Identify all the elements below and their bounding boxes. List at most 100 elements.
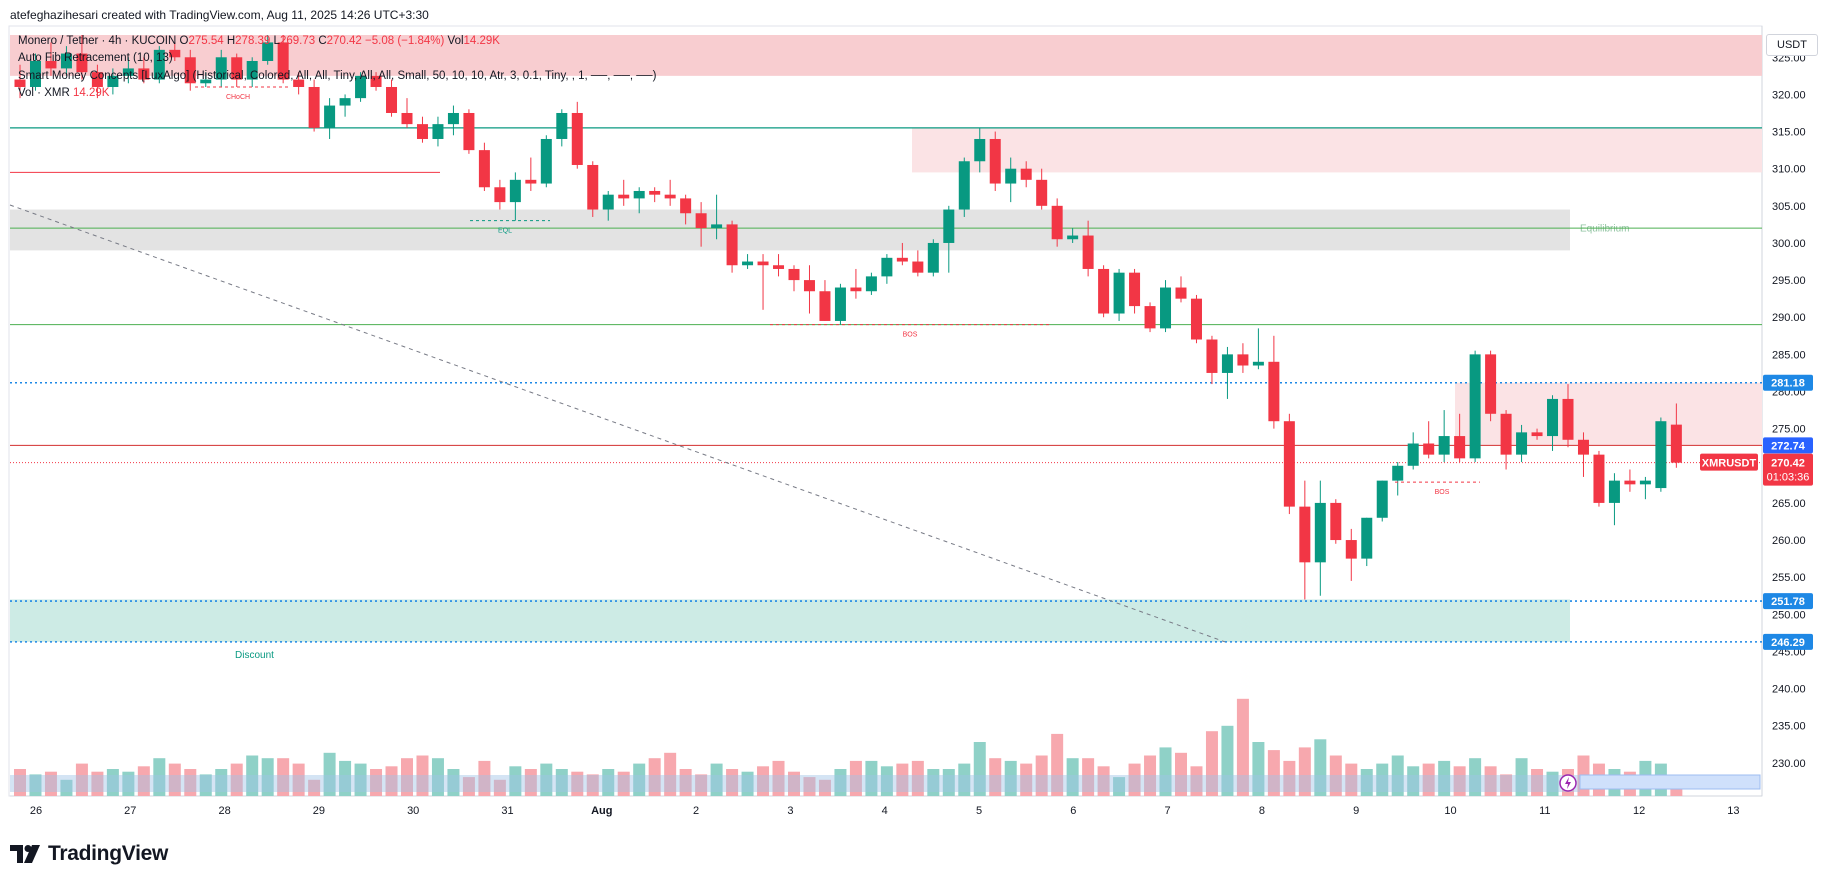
candle[interactable] [695, 202, 707, 247]
legend-indicator-volume-label[interactable]: Vol · XMR [18, 87, 70, 99]
legend-indicator-smc[interactable]: Smart Money Concepts [LuxAlgo] (Historic… [18, 70, 656, 82]
candle[interactable] [1407, 432, 1419, 470]
candle[interactable] [1283, 413, 1295, 515]
candle[interactable] [788, 265, 800, 292]
candle[interactable] [726, 220, 738, 273]
candle[interactable] [757, 254, 769, 310]
candle[interactable] [1438, 410, 1450, 463]
candle[interactable] [742, 254, 754, 269]
candle[interactable] [432, 116, 444, 147]
candle[interactable] [571, 101, 583, 169]
candle[interactable] [803, 265, 815, 314]
candle[interactable] [881, 254, 893, 284]
candle[interactable] [1206, 335, 1218, 385]
candle[interactable] [1345, 528, 1357, 581]
candle[interactable] [680, 194, 692, 225]
candle[interactable] [401, 98, 413, 128]
candle[interactable] [138, 57, 150, 84]
candle[interactable] [602, 190, 614, 221]
candle[interactable] [76, 35, 88, 80]
candlesticks[interactable] [14, 35, 1682, 600]
candle[interactable] [370, 72, 382, 91]
candle[interactable] [1562, 384, 1574, 448]
candle[interactable] [1670, 403, 1682, 468]
candle[interactable] [1144, 302, 1156, 333]
candle[interactable] [1593, 450, 1605, 507]
candle[interactable] [1190, 294, 1202, 344]
candle[interactable] [153, 46, 165, 84]
candle[interactable] [1221, 346, 1233, 399]
candle[interactable] [1067, 228, 1079, 243]
candle[interactable] [649, 187, 661, 203]
candle[interactable] [927, 239, 939, 277]
candle[interactable] [215, 49, 227, 87]
candle[interactable] [1175, 276, 1187, 303]
candle[interactable] [556, 109, 568, 147]
candle[interactable] [850, 268, 862, 299]
candle[interactable] [1624, 469, 1636, 492]
candle[interactable] [525, 157, 537, 191]
candle[interactable] [1547, 395, 1559, 451]
candle[interactable] [664, 179, 676, 206]
candle[interactable] [1516, 424, 1528, 463]
candle[interactable] [308, 79, 320, 132]
candle[interactable] [587, 161, 599, 217]
legend-symbol-row[interactable]: Monero / Tether · 4h · KUCOIN O275.54 H2… [18, 35, 500, 47]
candle[interactable] [1005, 157, 1017, 203]
candle[interactable] [1051, 198, 1063, 247]
currency-selector[interactable]: USDT [1766, 34, 1818, 56]
candle[interactable] [1655, 417, 1667, 492]
candle[interactable] [1036, 168, 1048, 210]
symbol-price-tag[interactable] [1700, 453, 1758, 471]
time-axis[interactable]: 26 27 28 29 30 31 Aug 2 3 4 5 6 7 8 9 10 11 12 13 [30, 805, 1740, 817]
candle[interactable] [1577, 432, 1589, 477]
candle[interactable] [447, 105, 459, 136]
candle[interactable] [122, 57, 134, 84]
candle[interactable] [1113, 268, 1125, 321]
candle[interactable] [339, 94, 351, 117]
candle[interactable] [29, 53, 41, 91]
candle[interactable] [1098, 265, 1110, 318]
candle[interactable] [416, 116, 428, 143]
candle[interactable] [1129, 268, 1141, 314]
candle[interactable] [386, 79, 398, 117]
candle[interactable] [633, 187, 645, 214]
candle[interactable] [1531, 428, 1543, 440]
candle[interactable] [989, 131, 1001, 191]
candle[interactable] [463, 109, 475, 154]
candle[interactable] [262, 35, 274, 65]
candle[interactable] [1082, 220, 1094, 277]
candle[interactable] [478, 142, 490, 191]
candle[interactable] [246, 57, 258, 87]
candle[interactable] [819, 280, 831, 321]
candle[interactable] [896, 242, 908, 266]
candle[interactable] [1423, 421, 1435, 459]
legend-indicator-fib[interactable]: Auto Fib Retracement (10, 13) [18, 52, 173, 64]
candle[interactable] [865, 272, 877, 295]
candle[interactable] [1376, 480, 1388, 522]
candle[interactable] [231, 53, 243, 87]
candle[interactable] [943, 205, 955, 273]
candle[interactable] [1020, 161, 1032, 188]
candle[interactable] [184, 49, 196, 91]
candle[interactable] [1485, 350, 1497, 422]
candle[interactable] [974, 127, 986, 173]
legend-symbol-name[interactable]: Monero / Tether · 4h · KUCOIN [18, 35, 177, 47]
candle[interactable] [509, 172, 521, 221]
candle[interactable] [1314, 480, 1326, 596]
candle[interactable] [1392, 462, 1404, 496]
candle[interactable] [91, 64, 103, 99]
candle[interactable] [293, 72, 305, 95]
candle[interactable] [773, 254, 785, 277]
candle[interactable] [1330, 499, 1342, 544]
candle[interactable] [834, 283, 846, 325]
candle[interactable] [200, 72, 212, 87]
candle[interactable] [1299, 480, 1311, 600]
candle[interactable] [1454, 413, 1466, 463]
candle[interactable] [1361, 517, 1373, 567]
candle[interactable] [711, 194, 723, 240]
candle[interactable] [60, 46, 72, 76]
candle[interactable] [324, 98, 336, 139]
candle[interactable] [45, 42, 57, 76]
candle[interactable] [958, 157, 970, 217]
